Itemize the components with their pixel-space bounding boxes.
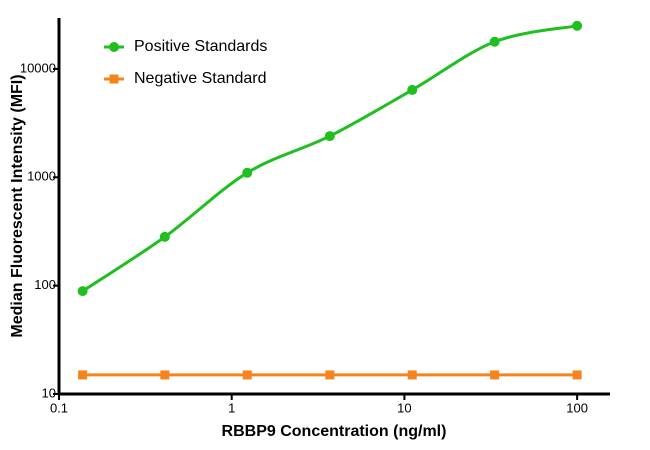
marker bbox=[159, 231, 170, 242]
y-axis-label: Median Fluorescent Intensity (MFI) bbox=[9, 74, 26, 337]
x-tick-label: 100 bbox=[566, 400, 588, 415]
marker bbox=[242, 167, 253, 178]
y-tick-label: 100 bbox=[34, 277, 56, 292]
marker bbox=[407, 370, 417, 380]
marker bbox=[78, 370, 88, 380]
marker bbox=[160, 370, 170, 380]
marker bbox=[572, 370, 582, 380]
x-tick-label: 10 bbox=[397, 400, 411, 415]
marker bbox=[572, 20, 583, 31]
y-tick-label: 10000 bbox=[20, 60, 56, 75]
x-tick-label: 1 bbox=[228, 400, 235, 415]
legend-label: Negative Standard bbox=[134, 70, 267, 87]
y-tick-label: 10 bbox=[42, 385, 56, 400]
legend-marker bbox=[109, 42, 119, 52]
marker bbox=[489, 36, 500, 47]
marker bbox=[325, 370, 335, 380]
marker bbox=[324, 131, 335, 142]
marker bbox=[407, 84, 418, 95]
marker bbox=[77, 286, 88, 297]
legend-marker bbox=[109, 74, 119, 84]
y-tick-label: 1000 bbox=[27, 169, 56, 184]
marker bbox=[242, 370, 252, 380]
series-line bbox=[81, 24, 578, 293]
x-tick-label: 0.1 bbox=[50, 400, 68, 415]
x-axis-label: RBBP9 Concentration (ng/ml) bbox=[222, 423, 447, 440]
legend-label: Positive Standards bbox=[134, 38, 267, 55]
marker bbox=[490, 370, 500, 380]
